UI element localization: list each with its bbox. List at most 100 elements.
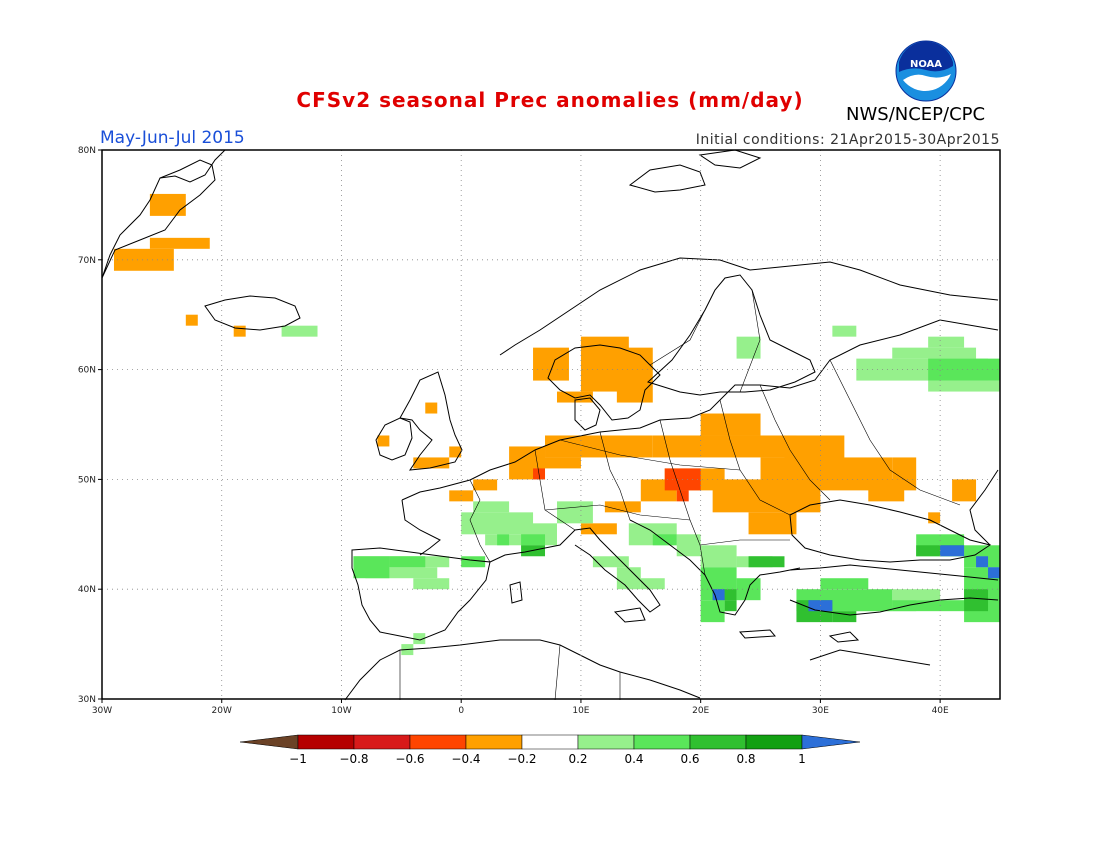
lat-tick-70N: 70N — [78, 256, 96, 266]
lat-tick-30N: 30N — [78, 695, 96, 705]
longitude-labels: 30W 20W 10W 0 10E 20E 30E 40E — [92, 699, 949, 716]
anomaly-cell-17 — [652, 435, 797, 458]
lat-tick-60N: 60N — [78, 366, 96, 376]
anomaly-cell-45 — [676, 534, 701, 557]
colorbar-bin-4 — [521, 734, 579, 750]
anomaly-cell-36 — [461, 512, 534, 535]
colorbar-bin-0 — [297, 734, 355, 750]
anomaly-cell-78 — [748, 556, 785, 568]
anomaly-cell-27 — [604, 501, 641, 513]
colorbar-label-7: 0.6 — [680, 752, 699, 766]
colorbar-label-9: 1 — [798, 752, 806, 766]
country-borders — [399, 289, 961, 701]
colorbar-bin-7 — [689, 734, 747, 750]
organization-label: NWS/NCEP/CPC — [846, 104, 986, 125]
anomaly-cell-8 — [616, 347, 653, 403]
lon-tick-10E: 10E — [572, 706, 589, 716]
colorbar-label-4: −0.2 — [507, 752, 536, 766]
anomaly-cell-76 — [928, 358, 1000, 381]
anomaly-cell-49 — [700, 545, 737, 568]
anomaly-cell-16 — [533, 457, 581, 469]
anomaly-cell-6 — [533, 347, 569, 381]
anomaly-cell-18 — [700, 413, 761, 436]
map-frame — [101, 149, 1001, 700]
anomaly-cell-24 — [748, 512, 797, 535]
anomaly-cell-81 — [832, 611, 857, 623]
anomaly-cell-15 — [545, 435, 653, 458]
colorbar-bin-3 — [465, 734, 523, 750]
lat-tick-50N: 50N — [78, 475, 96, 485]
noaa-logo-text: NOAA — [910, 59, 942, 70]
anomaly-cell-0 — [149, 193, 186, 216]
colorbar-label-0: −1 — [289, 752, 307, 766]
anomaly-cell-37 — [473, 501, 510, 513]
anomaly-cell-11 — [425, 402, 438, 414]
anomaly-cell-46 — [592, 556, 629, 568]
anomaly-cell-71 — [820, 578, 869, 590]
lon-tick-20W: 20W — [212, 706, 232, 716]
anomaly-cell-26 — [892, 457, 917, 491]
graticule — [102, 150, 1000, 699]
anomaly-cell-13 — [449, 446, 462, 458]
colorbar-label-2: −0.6 — [395, 752, 424, 766]
colorbar-bin-1 — [353, 734, 411, 750]
colorbar-label-5: 0.2 — [568, 752, 587, 766]
anomaly-cell-29 — [473, 479, 498, 491]
latitude-labels: 30N 40N 50N 60N 70N 80N — [78, 146, 102, 705]
anomaly-cell-4 — [233, 325, 246, 337]
anomaly-cell-9 — [556, 391, 593, 403]
anomaly-cell-42 — [365, 567, 438, 579]
initial-conditions: Initial conditions: 21Apr2015-30Apr2015 — [695, 132, 1000, 148]
colorbar-label-3: −0.4 — [451, 752, 480, 766]
map-title: CFSv2 seasonal Prec anomalies (mm/day) — [296, 88, 804, 112]
anomaly-cell-40 — [556, 501, 593, 524]
noaa-logo: NOAA — [895, 40, 957, 102]
anomaly-cell-72 — [892, 600, 965, 612]
anomaly-cell-87 — [940, 545, 965, 557]
colorbar-arrow-high — [801, 734, 861, 750]
anomaly-cell-34 — [676, 490, 689, 502]
anomaly-cell-68 — [700, 600, 725, 623]
anomaly-cell-62 — [389, 556, 426, 568]
anomaly-cell-82 — [964, 589, 989, 612]
anomaly-cell-63 — [461, 556, 486, 568]
lon-tick-30W: 30W — [92, 706, 112, 716]
colorbar-label-8: 0.8 — [736, 752, 755, 766]
anomaly-cell-53 — [928, 336, 965, 348]
anomaly-cell-12 — [413, 457, 450, 469]
colorbar-bin-6 — [633, 734, 691, 750]
anomaly-cell-1 — [113, 248, 174, 271]
coastlines — [101, 149, 999, 701]
anomaly-cell-32 — [928, 512, 941, 524]
anomaly-cell-31 — [952, 479, 977, 502]
colorbar-bin-8 — [745, 734, 803, 750]
colorbar-bin-2 — [409, 734, 467, 750]
colorbar-arrow-low — [239, 734, 299, 750]
lon-tick-10W: 10W — [331, 706, 351, 716]
anomaly-cell-10 — [377, 435, 390, 447]
anomaly-cell-60 — [892, 589, 941, 601]
colorbar: −1 −0.8 −0.6 −0.4 −0.2 0.2 0.4 0.6 0.8 1 — [239, 734, 861, 766]
anomaly-cell-64 — [497, 534, 510, 546]
anomaly-cell-48 — [640, 578, 665, 590]
forecast-period: May-Jun-Jul 2015 — [100, 128, 245, 148]
lon-tick-0: 0 — [458, 706, 464, 716]
lat-tick-40N: 40N — [78, 585, 96, 595]
colorbar-label-1: −0.8 — [339, 752, 368, 766]
lon-tick-20E: 20E — [692, 706, 709, 716]
anomaly-cell-88 — [976, 556, 989, 568]
anomaly-cell-58 — [413, 633, 426, 645]
anomaly-cell-89 — [988, 567, 1000, 579]
anomaly-cell-56 — [832, 325, 857, 337]
anomaly-fills — [113, 193, 1000, 656]
colorbar-label-6: 0.4 — [624, 752, 643, 766]
anomaly-cell-3 — [185, 314, 198, 326]
anomaly-cell-84 — [724, 600, 737, 612]
lat-tick-80N: 80N — [78, 146, 96, 156]
anomaly-cell-61 — [353, 556, 390, 579]
anomaly-cell-52 — [892, 347, 977, 359]
anomaly-cell-47 — [616, 567, 641, 590]
lon-tick-30E: 30E — [812, 706, 829, 716]
anomaly-cell-66 — [652, 534, 677, 546]
